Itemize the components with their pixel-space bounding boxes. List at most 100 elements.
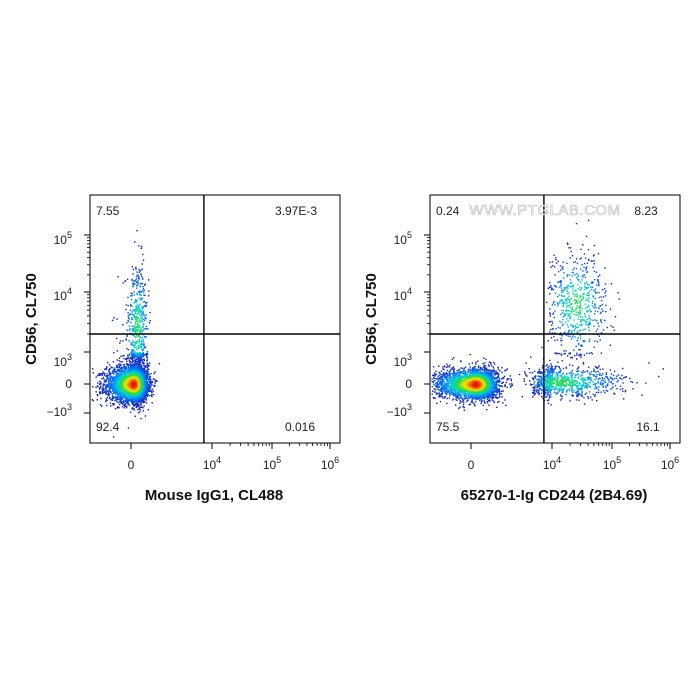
event-dot — [140, 297, 142, 299]
event-dot — [629, 377, 631, 380]
event-dot — [478, 365, 480, 367]
event-dot — [108, 369, 110, 371]
event-dot — [658, 375, 660, 378]
event-dot — [138, 357, 140, 359]
event-dot — [136, 362, 138, 365]
event-dot — [135, 327, 137, 329]
event-dot — [505, 404, 507, 407]
event-dot — [144, 377, 147, 379]
event-dot — [121, 369, 123, 371]
event-dot — [111, 394, 114, 397]
event-dot — [110, 372, 112, 375]
event-dot — [122, 355, 124, 357]
event-dot — [133, 355, 135, 358]
event-dot — [138, 319, 140, 321]
event-dot — [147, 387, 150, 389]
event-dot — [613, 329, 616, 331]
event-dot — [133, 372, 135, 374]
event-dot — [119, 374, 121, 377]
event-dot — [142, 400, 144, 402]
event-dot — [530, 356, 532, 358]
event-dot — [140, 402, 142, 405]
event-dot — [150, 390, 152, 392]
event-dot — [120, 390, 123, 393]
event-dot — [107, 376, 109, 379]
event-dot — [124, 403, 127, 405]
event-dot — [125, 397, 128, 399]
event-dot — [147, 366, 149, 368]
event-dot — [536, 392, 539, 394]
event-dot — [144, 393, 146, 396]
event-dot — [147, 372, 149, 374]
event-dot — [102, 372, 104, 375]
event-dot — [105, 375, 107, 377]
event-dot — [134, 346, 136, 349]
event-dot — [495, 370, 497, 372]
event-dot — [139, 303, 142, 305]
event-dot — [136, 287, 138, 289]
event-dot — [138, 339, 141, 341]
event-dot — [115, 385, 117, 388]
event-dot — [471, 362, 474, 364]
event-dot — [545, 301, 548, 304]
event-dot — [523, 371, 526, 373]
event-dot — [112, 372, 114, 374]
event-dot — [592, 255, 595, 257]
event-dot — [136, 353, 139, 356]
event-dot — [126, 406, 128, 408]
event-dot — [128, 354, 130, 356]
event-dot — [97, 382, 99, 384]
event-dot — [126, 367, 128, 370]
event-dot — [121, 395, 124, 398]
event-dot — [501, 385, 504, 388]
event-dot — [488, 365, 490, 367]
event-dot — [146, 302, 148, 304]
event-dot — [506, 368, 508, 370]
event-dot — [131, 395, 133, 397]
panel-right: WWW.PTGLAB.COM 0.24 8.23 75.5 16.1 105 1… — [363, 194, 681, 504]
event-dot — [139, 399, 141, 401]
event-dot — [120, 401, 122, 404]
x-tick-marks-left — [130, 443, 331, 449]
event-dot — [137, 404, 140, 406]
event-dot — [123, 371, 125, 374]
event-dot — [142, 288, 144, 290]
plot-frame-right — [429, 194, 681, 444]
event-dot — [580, 356, 582, 358]
event-dot — [117, 276, 119, 278]
event-dot — [154, 382, 156, 384]
event-dot — [145, 325, 148, 328]
event-dot — [123, 393, 125, 396]
event-dot — [116, 390, 118, 393]
event-dot — [123, 396, 125, 398]
event-dot — [107, 375, 109, 377]
event-dot — [137, 354, 139, 356]
event-dot — [127, 296, 129, 299]
event-dot — [501, 371, 503, 374]
event-dot — [550, 337, 553, 339]
event-dot — [446, 366, 448, 368]
event-dot — [548, 365, 550, 367]
event-dot — [506, 378, 508, 380]
event-dot — [106, 375, 108, 378]
event-dot — [116, 389, 118, 391]
event-dot — [490, 364, 493, 367]
event-dot — [147, 385, 149, 387]
event-dot — [116, 318, 118, 320]
event-dot — [558, 352, 560, 355]
event-dot — [564, 352, 566, 355]
event-dot — [548, 286, 551, 289]
event-dot — [110, 384, 113, 386]
event-dot — [475, 361, 477, 363]
event-dot — [146, 359, 149, 361]
event-dot — [580, 354, 582, 356]
event-dot — [135, 306, 137, 308]
event-dot — [118, 375, 120, 378]
event-dot — [145, 305, 147, 308]
event-dot — [137, 358, 139, 360]
event-dot — [125, 389, 127, 391]
event-dot — [123, 357, 125, 360]
event-dot — [95, 386, 97, 388]
event-dot — [143, 375, 145, 378]
event-dot — [498, 391, 500, 393]
